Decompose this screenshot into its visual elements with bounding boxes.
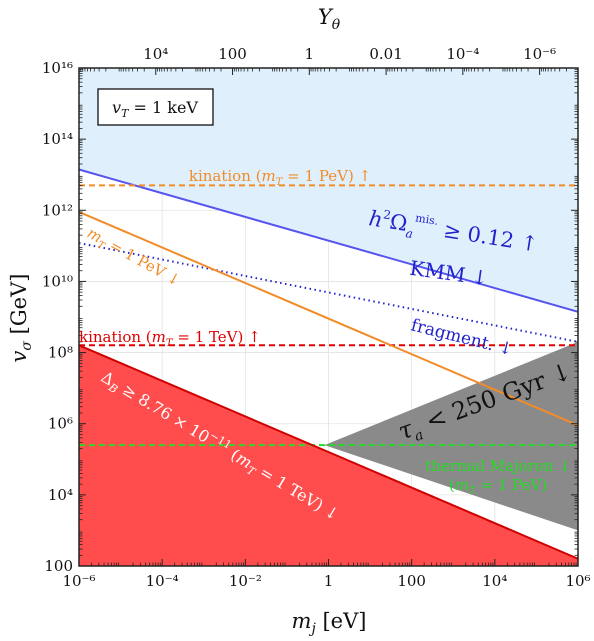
annotation-thermal-majoron-mt: (mT = 1 PeV) <box>449 476 547 497</box>
top-tick-label: 10⁴ <box>143 45 168 63</box>
y-axis-label: vσ [GeV] <box>7 274 35 363</box>
y-tick-label: 100 <box>44 557 73 575</box>
line-mT_1PeV_orange <box>78 210 579 427</box>
top-axis-label: Yθ <box>318 5 341 33</box>
regions <box>79 68 578 566</box>
y-tick-label: 10¹⁰ <box>42 272 73 290</box>
x-axis-label: mj [eV] <box>292 609 367 637</box>
svg-text:vT = 1 keV: vT = 1 keV <box>112 98 198 120</box>
x-tick-label: 10⁻² <box>229 572 262 590</box>
x-tick-label: 1 <box>324 572 334 590</box>
top-tick-label: 0.01 <box>369 45 402 63</box>
annotation-kination-pev: kination (mT = 1 PeV) ↑ <box>189 167 371 188</box>
top-tick-label: 10⁻⁶ <box>523 45 556 63</box>
y-tick-label: 10¹⁶ <box>42 59 73 77</box>
annotation-fragment: fragment. ↓ <box>409 315 515 360</box>
ticks <box>78 67 579 567</box>
x-tick-label: 100 <box>397 572 426 590</box>
region-lifetime <box>324 341 578 531</box>
top-tick-label: 1 <box>305 45 315 63</box>
region-leptogenesis <box>79 345 578 566</box>
tick-labels: 10⁻⁶ 10⁻⁴ 10⁻² 1 100 10⁴ 10⁶10010⁴10⁶10⁸10¹⁰10… <box>42 45 591 590</box>
x-tick-label: 10⁻⁶ <box>62 572 95 590</box>
y-tick-label: 10¹² <box>42 201 73 219</box>
annotation-vt-box: vT = 1 keV <box>97 88 214 126</box>
y-tick-label: 10⁶ <box>48 415 73 433</box>
x-tick-label: 10⁻⁴ <box>146 572 179 590</box>
top-tick-label: 100 <box>218 45 247 63</box>
annotation-thermal-majoron: thermal Majoron ↓ <box>425 457 571 475</box>
lines <box>78 168 579 560</box>
top-tick-label: 10⁻⁴ <box>446 45 479 63</box>
x-tick-label: 10⁶ <box>565 572 590 590</box>
y-tick-label: 10⁴ <box>48 486 73 504</box>
annotation-kination-tev: kination (mT = 1 TeV) ↑ <box>79 328 261 349</box>
y-tick-label: 10⁸ <box>48 344 73 362</box>
line-misalignment <box>78 168 579 313</box>
region-misalignment <box>79 68 578 312</box>
y-tick-label: 10¹⁴ <box>42 130 73 148</box>
x-tick-label: 10⁴ <box>482 572 507 590</box>
line-leptogenesis_edge <box>78 344 579 560</box>
